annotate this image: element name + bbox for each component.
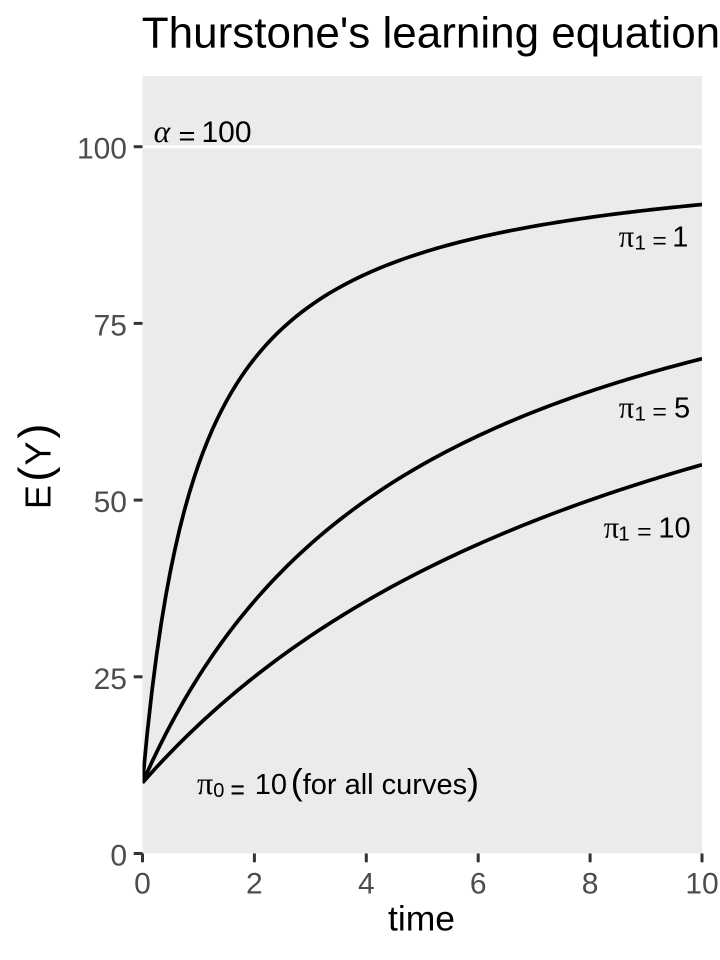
svg-text:8: 8 xyxy=(582,867,599,900)
svg-text:Thurstone's learning equation: Thurstone's learning equation xyxy=(142,9,720,58)
svg-text:4: 4 xyxy=(358,867,375,900)
svg-text:time: time xyxy=(388,899,455,939)
svg-text:α=100: α = 100 xyxy=(154,114,252,151)
svg-text:2: 2 xyxy=(246,867,263,900)
svg-text:50: 50 xyxy=(94,486,127,519)
svg-text:π1=10: π1 = 10 xyxy=(604,510,691,545)
svg-text:0: 0 xyxy=(110,840,127,873)
svg-text:25: 25 xyxy=(94,663,127,696)
svg-text:E(Y): E(Y) xyxy=(10,424,61,510)
svg-text:10: 10 xyxy=(685,867,718,900)
svg-text:100: 100 xyxy=(77,133,127,166)
svg-text:π0=10(for all curves): π0 = 10 (for all curves) xyxy=(197,761,479,807)
svg-text:π1=5: π1 = 5 xyxy=(619,390,690,425)
svg-text:6: 6 xyxy=(470,867,487,900)
svg-text:π1=1: π1 = 1 xyxy=(619,220,689,255)
svg-text:75: 75 xyxy=(94,309,127,342)
svg-text:0: 0 xyxy=(134,867,151,900)
